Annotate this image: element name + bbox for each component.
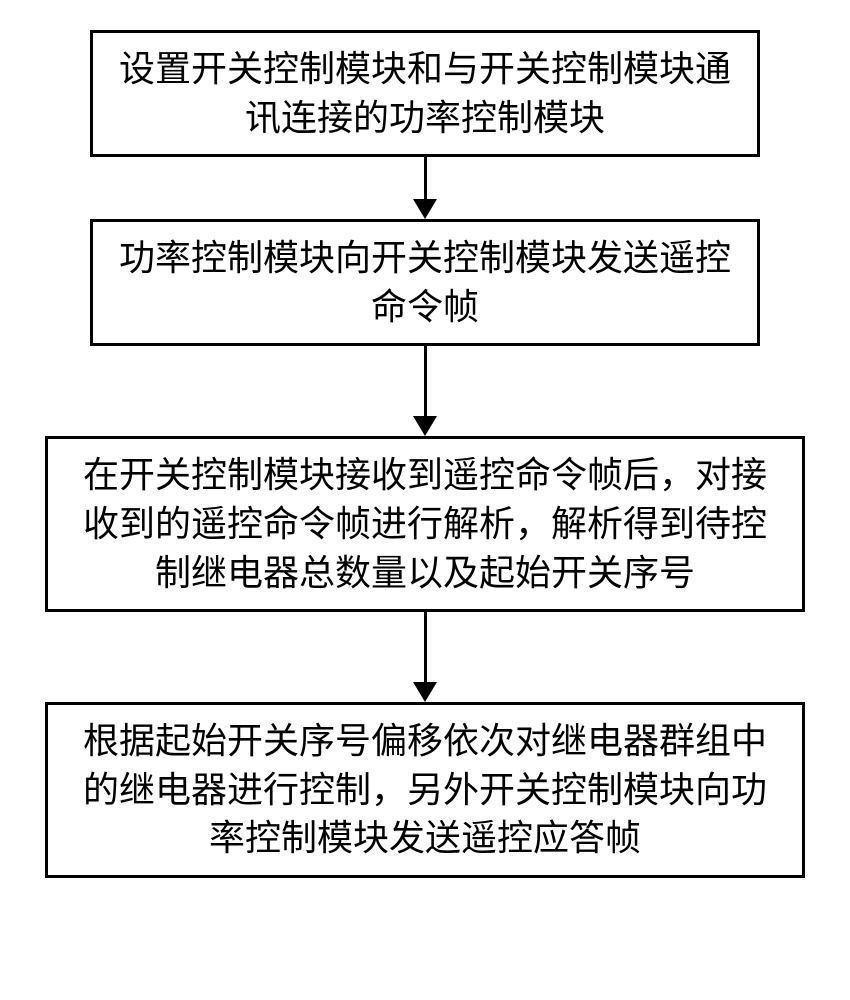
flow-node-n4: 根据起始开关序号偏移依次对继电器群组中的继电器进行控制，另外开关控制模块向功率控… — [45, 702, 805, 878]
flow-node-n3: 在开关控制模块接收到遥控命令帧后，对接收到的遥控命令帧进行解析，解析得到待控制继… — [45, 436, 805, 612]
flow-arrow — [413, 346, 437, 436]
flow-node-n1: 设置开关控制模块和与开关控制模块通讯连接的功率控制模块 — [90, 30, 760, 157]
flow-node-text: 根据起始开关序号偏移依次对继电器群组中的继电器进行控制，另外开关控制模块向功率控… — [68, 717, 782, 863]
flow-arrow — [413, 157, 437, 219]
arrow-head-icon — [413, 416, 437, 436]
flow-node-n2: 功率控制模块向开关控制模块发送遥控命令帧 — [90, 219, 760, 346]
arrow-line — [424, 157, 427, 199]
flow-node-text: 在开关控制模块接收到遥控命令帧后，对接收到的遥控命令帧进行解析，解析得到待控制继… — [68, 451, 782, 597]
arrow-line — [424, 612, 427, 682]
arrow-line — [424, 346, 427, 416]
flow-node-text: 设置开关控制模块和与开关控制模块通讯连接的功率控制模块 — [113, 45, 737, 142]
arrow-head-icon — [413, 682, 437, 702]
arrow-head-icon — [413, 199, 437, 219]
flow-node-text: 功率控制模块向开关控制模块发送遥控命令帧 — [113, 234, 737, 331]
flow-arrow — [413, 612, 437, 702]
